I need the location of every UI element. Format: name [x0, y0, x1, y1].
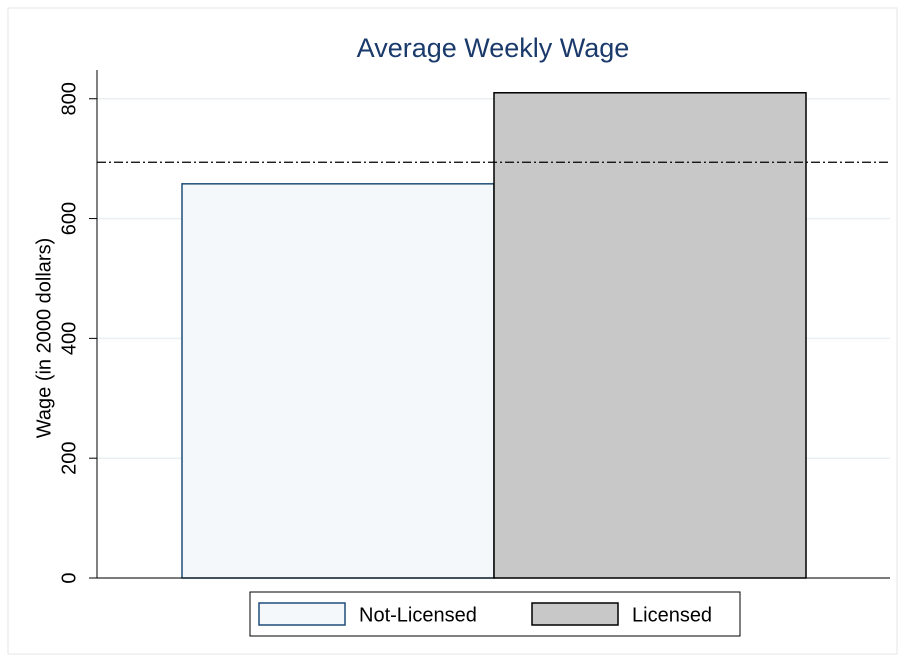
y-tick-label: 0 [58, 572, 80, 583]
bar [181, 183, 495, 579]
y-tick-label: 600 [58, 202, 80, 235]
y-tick-label: 800 [58, 82, 80, 115]
chart-title: Average Weekly Wage [357, 33, 630, 63]
legend-swatch [258, 602, 346, 626]
legend-label: Not-Licensed [359, 604, 477, 626]
y-tick-label: 200 [58, 442, 80, 475]
legend-swatch [531, 602, 619, 626]
y-axis-label: Wage (in 2000 dollars) [33, 238, 55, 438]
y-tick-label: 400 [58, 322, 80, 355]
bar [493, 92, 807, 579]
legend-label: Licensed [632, 604, 712, 626]
